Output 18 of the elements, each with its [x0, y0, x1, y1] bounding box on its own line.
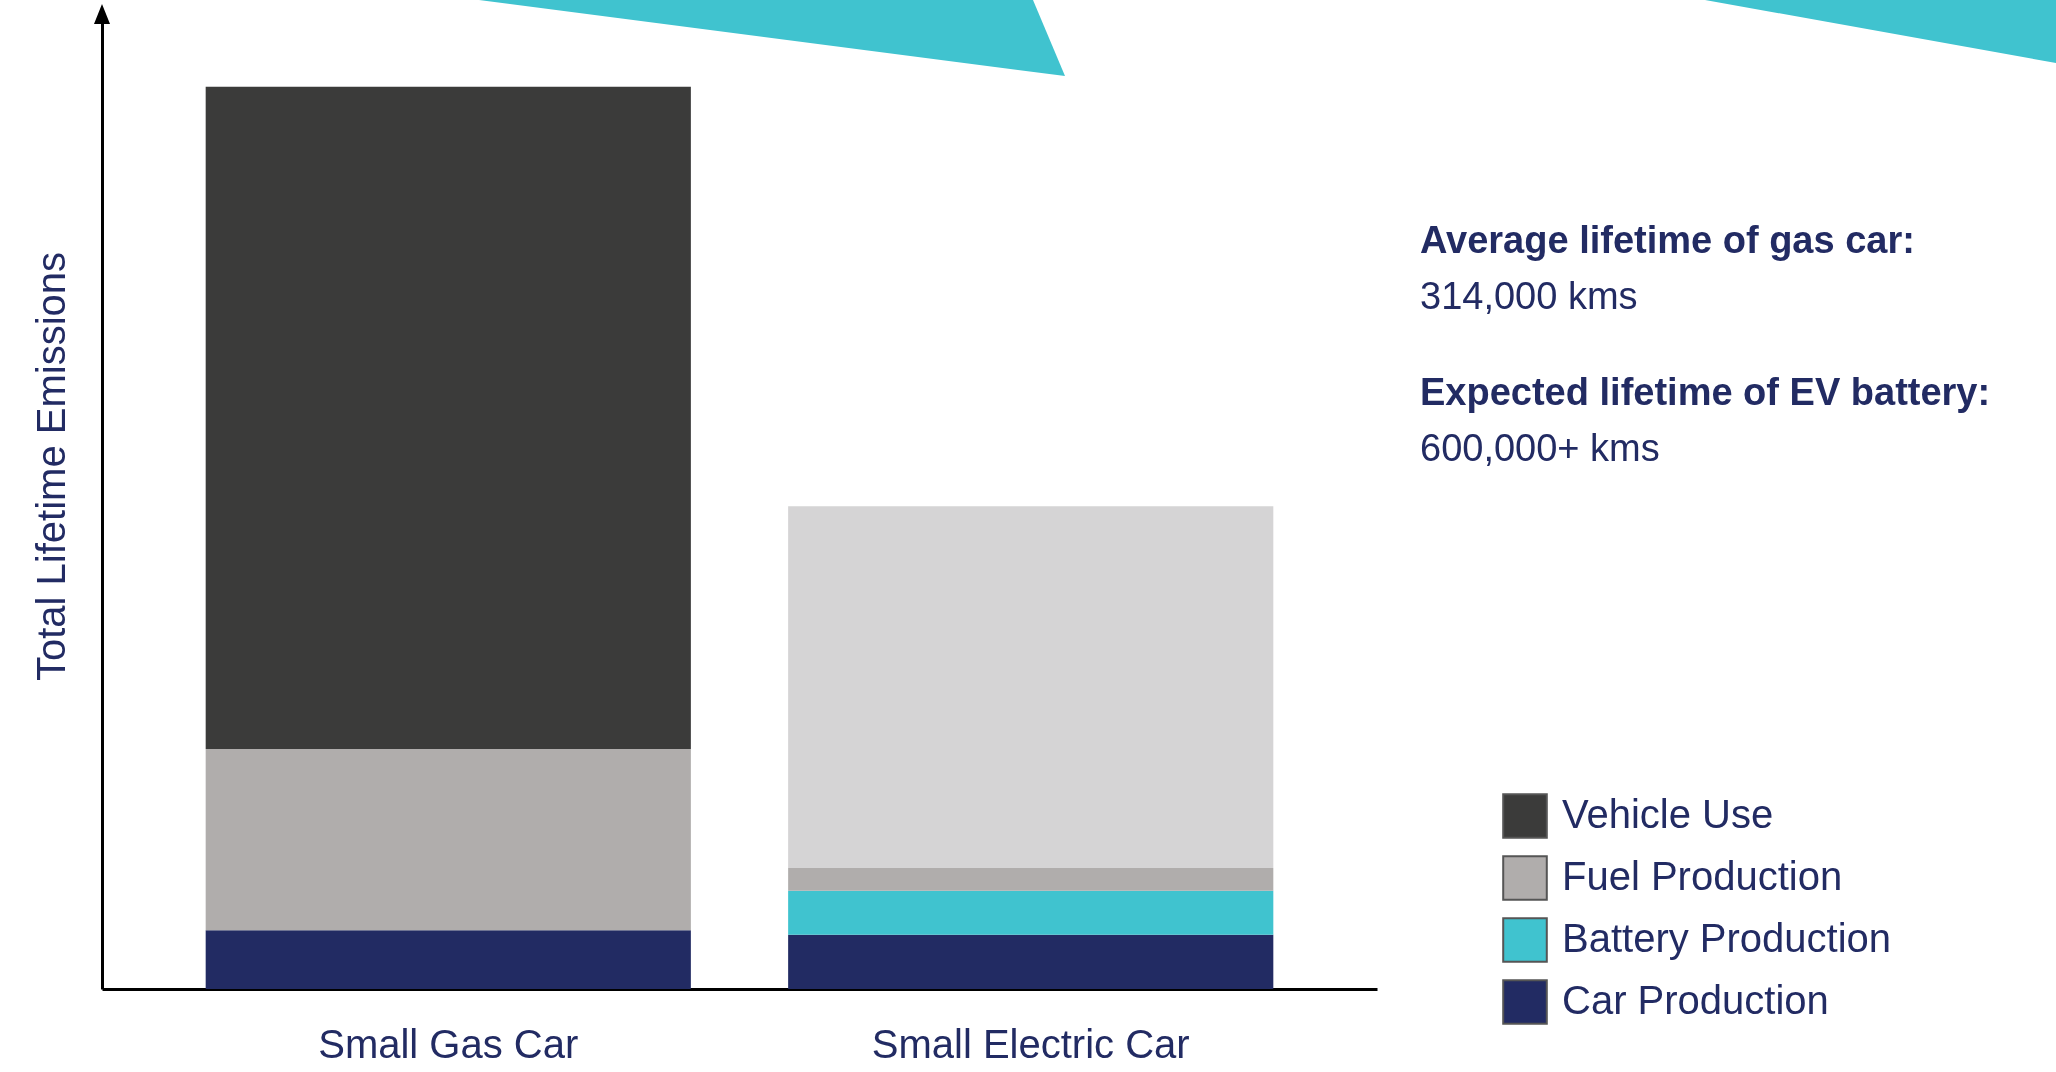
- bar: [788, 934, 1274, 989]
- bar: [788, 868, 1274, 891]
- x-tick-label: Small Gas Car: [318, 1021, 579, 1066]
- x-tick-label: Small Electric Car: [871, 1021, 1190, 1066]
- text: Average lifetime of gas car:: [1420, 218, 1916, 263]
- text: Expected lifetime of EV battery:: [1420, 370, 1991, 415]
- text: 314,000 kms: [1420, 274, 1639, 319]
- bar: [205, 930, 691, 989]
- bar: [788, 890, 1274, 935]
- legend-label: Fuel Production: [1562, 854, 1843, 898]
- bar: [205, 748, 691, 931]
- legend-label: Car Production: [1562, 978, 1829, 1022]
- text: 600,000+ kms: [1420, 426, 1661, 471]
- legend-label: Vehicle Use: [1562, 792, 1774, 836]
- bar: [205, 86, 691, 749]
- y-axis-title: Total Lifetime Emissions: [28, 251, 73, 682]
- bar: [788, 506, 1274, 869]
- legend-label: Battery Production: [1562, 916, 1892, 960]
